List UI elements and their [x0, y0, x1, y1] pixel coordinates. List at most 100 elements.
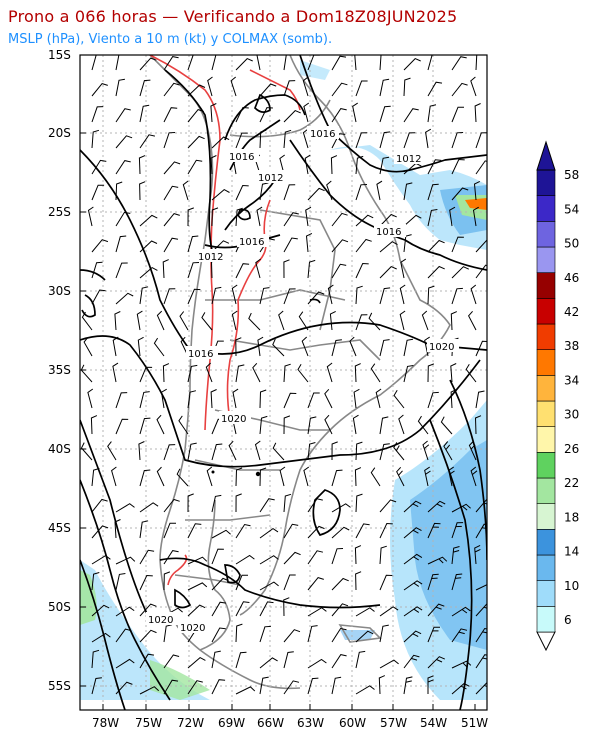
wind-barb [139, 104, 150, 123]
wind-barb [355, 314, 368, 331]
wind-barb [235, 523, 251, 539]
wind-barb [235, 467, 243, 487]
wind-barb [235, 184, 249, 201]
wind-barb [139, 603, 157, 617]
wind-barb [163, 444, 176, 461]
lat-label: 45S [48, 521, 71, 535]
wind-barb [91, 289, 106, 305]
wind-barb [211, 650, 221, 669]
wind-barb [87, 206, 94, 227]
wind-barb [307, 625, 318, 643]
wind-barb [326, 180, 333, 201]
wind-barb [403, 654, 420, 669]
wind-barb [354, 363, 361, 383]
wind-barb [112, 336, 119, 357]
wind-barb [231, 310, 238, 331]
wind-barb [473, 180, 481, 201]
lon-label: 66W [257, 716, 284, 730]
wind-barb [107, 441, 117, 461]
wind-barb [139, 417, 151, 435]
wind-barb [91, 677, 102, 695]
wind-barb [451, 158, 465, 175]
gridlines [80, 55, 487, 710]
wind-barb [451, 660, 472, 669]
lon-label: 75W [135, 716, 162, 730]
isobar-label: 1020 [429, 342, 454, 353]
lat-label: 40S [48, 442, 71, 456]
wind-barbs [80, 55, 487, 695]
wind-barb [211, 679, 226, 695]
wind-barb [91, 159, 107, 175]
isobar-label: 1012 [198, 252, 223, 263]
wind-barb [474, 415, 482, 435]
wind-barb [370, 363, 381, 383]
wind-barb [139, 686, 160, 695]
wind-barb [235, 601, 250, 617]
wind-barb [115, 556, 136, 565]
wind-barb [235, 574, 248, 591]
wind-barb [163, 679, 179, 695]
wind-barb [375, 388, 382, 409]
wind-barb [331, 577, 349, 591]
wind-barb [235, 493, 242, 513]
wind-barb [379, 78, 390, 97]
wind-barb [427, 573, 439, 591]
wind-barb [427, 285, 435, 305]
wind-barb [307, 550, 324, 565]
wind-barb [403, 676, 413, 695]
wind-barb [451, 287, 463, 305]
wind-barb [163, 82, 180, 97]
wind-barb [228, 440, 237, 461]
wind-barb [163, 107, 178, 123]
wind-barb [379, 499, 397, 513]
wind-barb [379, 287, 391, 305]
wind-barb [87, 388, 94, 409]
wind-barb [256, 206, 263, 227]
wind-barb [352, 414, 359, 435]
wind-barb [472, 206, 479, 227]
wind-barb [355, 262, 369, 279]
wind-barb [163, 654, 180, 669]
wind-barb [235, 554, 255, 565]
wind-barb [163, 498, 180, 513]
wind-barb [259, 601, 274, 617]
wind-barb [379, 416, 389, 435]
wind-barb [301, 336, 309, 357]
wind-barb [427, 209, 438, 227]
lat-label: 25S [48, 205, 71, 219]
wind-barb [259, 389, 267, 409]
lon-label: 72W [177, 716, 204, 730]
wind-barb [176, 468, 189, 487]
longitude-labels: 78W 75W 72W 69W 66W 63W 60W 57W 54W 51W [92, 716, 488, 730]
wind-barb [235, 623, 243, 643]
wind-barb [403, 580, 423, 591]
wind-barb [349, 336, 357, 357]
wind-barb [235, 106, 249, 123]
wind-barb [399, 310, 406, 331]
wind-barb [403, 630, 422, 643]
wind-barb [475, 160, 487, 175]
wind-barb [331, 339, 342, 357]
wind-barb [163, 161, 181, 175]
isobar-label: 1016 [376, 227, 401, 238]
wind-barb [91, 239, 109, 253]
wind-barb [427, 239, 445, 253]
wind-barb [331, 212, 348, 227]
wind-barb [302, 128, 309, 149]
wind-barb [379, 545, 387, 565]
wind-barb [187, 262, 200, 279]
wind-barb [115, 392, 128, 409]
wind-barb [283, 259, 290, 279]
wind-barb [211, 548, 224, 565]
wind-barb [307, 187, 325, 201]
wind-barb [178, 415, 189, 435]
wind-barb [80, 442, 93, 461]
wind-barb [403, 182, 413, 201]
wind-barb [304, 154, 311, 175]
wind-barb [427, 159, 442, 175]
wind-barb [283, 493, 292, 513]
wind-barb [139, 502, 159, 513]
wind-barb [451, 573, 463, 591]
wind-barb [115, 108, 131, 123]
wind-barb [283, 184, 296, 201]
